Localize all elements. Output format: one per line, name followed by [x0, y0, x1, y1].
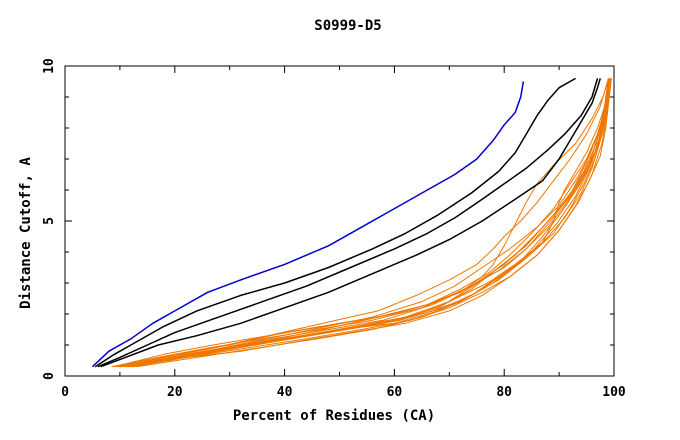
plot-area: 0 20 40 60 80 100 0 5 10: [42, 58, 626, 400]
y-tick-label-10: 10: [42, 58, 57, 74]
x-tick-label-100: 100: [602, 385, 626, 400]
series-line-20: [125, 78, 612, 368]
series-line-2: [94, 77, 576, 368]
series-line-3: [97, 78, 599, 368]
series-line-6: [125, 78, 611, 368]
x-tick-label-0: 0: [61, 385, 69, 400]
series-line-9: [119, 78, 611, 368]
series-line-18: [133, 78, 609, 368]
series-line-1: [91, 81, 525, 368]
series-line-19: [114, 78, 609, 368]
y-tick-label-0: 0: [42, 372, 57, 380]
x-axis-label: Percent of Residues (CA): [233, 408, 435, 424]
y-tick-label-5: 5: [42, 217, 57, 225]
x-tick-label-60: 60: [387, 385, 403, 400]
series-line-4: [100, 78, 602, 368]
y-axis-label: Distance Cutoff, A: [18, 157, 34, 309]
series-line-15: [111, 78, 609, 368]
x-tick-label-80: 80: [496, 385, 512, 400]
x-tick-label-20: 20: [167, 385, 183, 400]
series-line-17: [122, 78, 609, 368]
series-line-7: [114, 78, 609, 368]
x-tick-label-40: 40: [277, 385, 293, 400]
chart-title: S0999-D5: [314, 18, 381, 34]
